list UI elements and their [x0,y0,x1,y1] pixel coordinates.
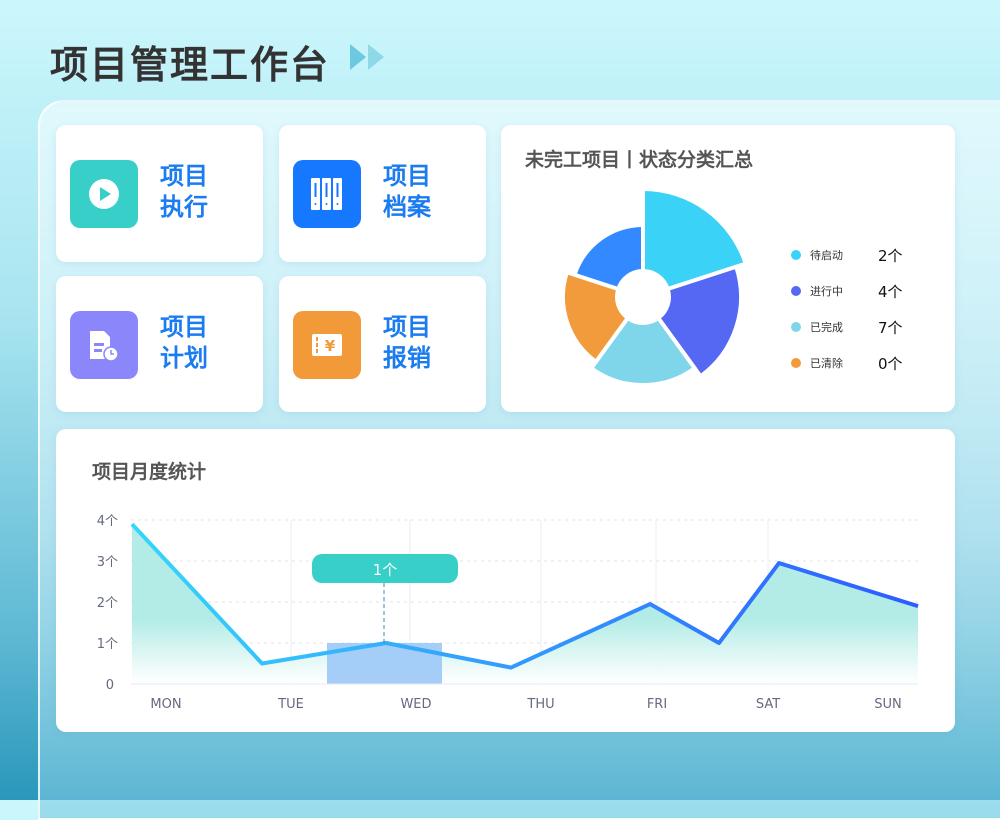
y-tick-label: 2个 [97,596,118,611]
x-tick-label: TUE [277,697,304,712]
schedule-doc-icon [70,311,138,379]
legend-dot [791,322,801,332]
svg-text:¥: ¥ [325,337,336,355]
x-tick-label: WED [400,697,431,712]
legend-value: 7个 [878,317,903,338]
page-title: 项目管理工作台 [50,34,330,89]
y-tick-label: 1个 [97,637,118,652]
tile-label: 项目 [160,312,240,343]
x-tick-label: SAT [756,697,780,712]
x-tick-label: SUN [874,697,902,712]
rose-slice [575,225,643,289]
tile-project-plan[interactable]: 项目计划 [56,276,263,412]
y-tick-label: 0 [106,678,114,693]
x-tick-label: FRI [647,697,667,712]
legend-value: 0个 [878,353,903,374]
tile-project-reimbursement[interactable]: ¥ 项目报销 [279,276,486,412]
tile-label: 项目 [383,312,463,343]
tile-label: 执行 [160,192,240,223]
legend-dot [791,358,801,368]
legend-name: 已完成 [810,319,878,335]
play-icon [70,160,138,228]
legend-name: 已清除 [810,355,878,371]
x-tick-label: THU [526,697,554,712]
binders-icon [293,160,361,228]
tile-project-execution[interactable]: 项目执行 [56,125,263,262]
legend-dot [791,250,801,260]
legend-value: 2个 [878,245,903,266]
rose-chart [501,125,761,412]
double-chevron-right-icon [350,44,384,70]
tooltip-label: 1个 [373,561,398,579]
tile-label: 项目 [160,161,240,192]
y-tick-label: 4个 [97,514,118,529]
yuan-ticket-icon: ¥ [293,311,361,379]
legend-name: 进行中 [810,283,878,299]
legend-dot [791,286,801,296]
tile-project-archive[interactable]: 项目档案 [279,125,486,262]
line-chart: 0 1个 2个 3个 4个 MON TUE WED THU FRI SAT SUN 1个 [56,429,955,732]
tile-label: 档案 [383,192,463,223]
y-tick-label: 3个 [97,555,118,570]
x-tick-label: MON [150,697,181,712]
tile-label: 计划 [160,343,240,374]
tile-label: 项目 [383,161,463,192]
legend-value: 4个 [878,281,903,302]
tile-label: 报销 [383,343,463,374]
legend-name: 待启动 [810,247,878,263]
